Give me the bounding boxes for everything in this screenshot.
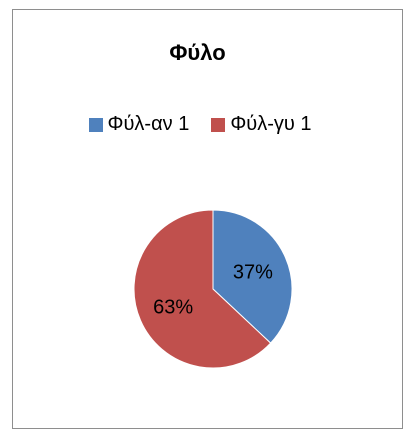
legend-swatch-1 xyxy=(88,117,103,132)
pie-slice-2 xyxy=(133,209,272,369)
legend: Φύλ-αν 1 Φύλ-γυ 1 xyxy=(0,113,400,136)
pie-slice-1 xyxy=(212,209,293,344)
pie-chart: 37% 63% xyxy=(133,209,293,369)
chart-title: Φύλο xyxy=(169,40,226,65)
legend-item-series-2: Φύλ-γυ 1 xyxy=(211,113,311,136)
legend-label-1: Φύλ-αν 1 xyxy=(107,113,190,135)
data-label-2: 63% xyxy=(153,296,193,318)
data-label-1: 37% xyxy=(233,262,273,284)
legend-label-2: Φύλ-γυ 1 xyxy=(230,113,312,135)
legend-item-series-1: Φύλ-αν 1 xyxy=(88,113,190,136)
legend-swatch-2 xyxy=(211,117,226,132)
